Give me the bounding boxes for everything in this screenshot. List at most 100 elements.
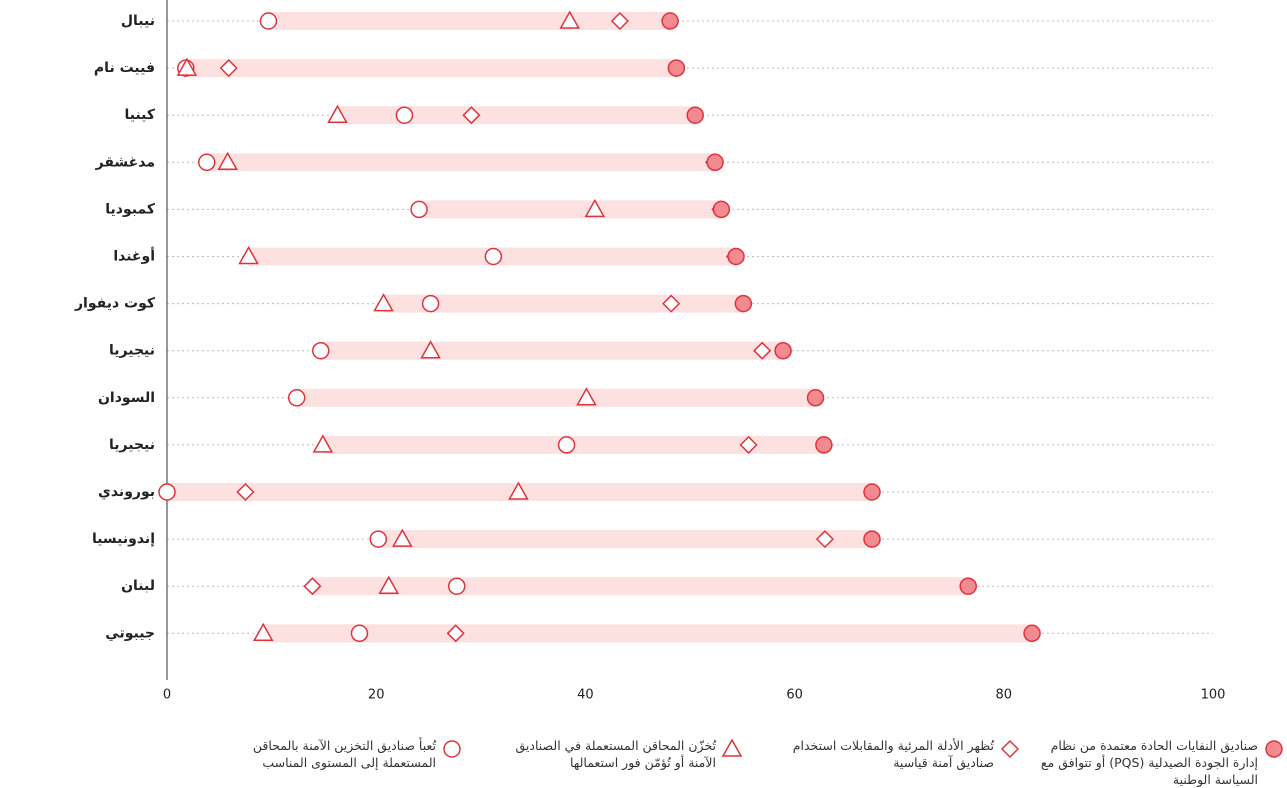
circle-marker (1023, 624, 1041, 643)
x-tick-label: 40 (577, 688, 594, 703)
circle-marker (197, 153, 216, 172)
category-label: أوغندا (113, 247, 155, 265)
diamond-marker (219, 59, 238, 78)
diamond-marker (462, 106, 481, 125)
triangle-marker (378, 575, 400, 594)
range-bar (206, 153, 716, 172)
range-bar (320, 341, 784, 360)
chart: 0 20 40 60 80 100 نيبال فييت نام كينيا مدغشقر كمبو… (74, 0, 1226, 703)
diamond-marker (236, 482, 255, 502)
legend-icon (1000, 739, 1020, 759)
circle-marker (706, 153, 724, 172)
triangle-marker (420, 340, 441, 359)
circle-marker (863, 530, 881, 548)
category-label: نيجيريا (109, 343, 155, 359)
diamond-marker (610, 11, 629, 31)
legend-label: تُظهر الأدلة المرئية والمقابلات استخدام … (792, 738, 994, 770)
x-tick-label: 20 (368, 688, 385, 703)
range-bar (337, 106, 696, 125)
circle-marker (350, 624, 369, 643)
legend-item: تُظهر الأدلة المرئية والمقابلات استخدام … (765, 737, 1020, 771)
legend-icon (443, 740, 461, 758)
legend-label: تُخزّن المحاقن المستعملة في الصناديق الآ… (515, 738, 717, 770)
triangle-marker (722, 739, 742, 757)
circle-marker (369, 530, 388, 548)
range-bar (378, 530, 873, 549)
triangle-marker (373, 293, 394, 312)
range-bar (312, 577, 969, 596)
circle-marker (959, 577, 977, 595)
circle-marker (734, 294, 753, 313)
diamond-marker (1000, 739, 1020, 759)
legend-item: صناديق النفايات الحادة معتمدة من نظام إد… (1029, 737, 1284, 788)
triangle-marker (312, 434, 334, 453)
category-label: كمبوديا (105, 201, 156, 217)
category-label: جيبوتي (105, 625, 155, 641)
circle-marker (484, 247, 503, 266)
category-label: لبنان (121, 578, 155, 594)
triangle-marker (576, 387, 597, 406)
circle-marker (447, 577, 466, 595)
category-label: مدغشقر (95, 154, 155, 170)
range-bar (419, 200, 722, 219)
legend-icon (1265, 740, 1283, 758)
circle-marker (863, 483, 881, 501)
category-label: إندونيسيا (92, 531, 155, 547)
diamond-marker (815, 530, 834, 549)
circle-marker (815, 436, 833, 454)
circle-marker (312, 341, 330, 360)
x-tick-label: 80 (996, 688, 1013, 703)
category-label: كينيا (124, 107, 155, 123)
circle-marker (774, 341, 792, 360)
legend-label: تُعبأ صناديق التخزين الآمنة بالمحاقن الم… (252, 738, 436, 770)
category-label: كوت ديفوار (74, 296, 156, 312)
diamond-marker (303, 577, 322, 596)
circle-marker (806, 389, 825, 407)
x-tick-label: 100 (1201, 688, 1226, 703)
circle-marker (443, 740, 461, 758)
triangle-marker (392, 528, 413, 547)
circle-marker (421, 294, 440, 313)
category-label: السودان (98, 390, 155, 406)
circle-marker (259, 12, 278, 30)
category-label: نيبال (121, 13, 155, 29)
circle-marker (712, 200, 731, 219)
legend-label: صناديق النفايات الحادة معتمدة من نظام إد… (1040, 738, 1258, 787)
diamond-marker (662, 294, 681, 313)
range-bar (263, 624, 1033, 643)
circle-marker (287, 389, 306, 407)
category-label: بوروندي (98, 484, 155, 501)
circle-marker (661, 12, 679, 30)
circle-marker (667, 59, 686, 77)
category-label: فييت نام (94, 60, 155, 76)
legend-item: تُخزّن المحاقن المستعملة في الصناديق الآ… (487, 737, 742, 771)
category-label: نيجيريا (109, 437, 155, 453)
triangle-marker (559, 10, 580, 29)
range-bar (185, 59, 677, 78)
circle-marker (686, 106, 704, 124)
triangle-marker (327, 104, 348, 123)
circle-marker (410, 200, 428, 219)
legend-icon (722, 739, 742, 757)
range-bar (268, 12, 671, 30)
triangle-marker (508, 481, 529, 500)
triangle-marker (176, 57, 198, 76)
diamond-marker (739, 435, 758, 454)
x-tick-label: 0 (163, 688, 171, 703)
legend-item: تُعبأ صناديق التخزين الآمنة بالمحاقن الم… (207, 737, 462, 771)
triangle-marker (252, 622, 274, 642)
triangle-marker (238, 245, 259, 265)
circle-marker (727, 247, 745, 266)
circle-marker (158, 483, 176, 501)
triangle-marker (217, 151, 238, 171)
circle-marker (395, 106, 414, 124)
x-tick-label: 60 (786, 688, 803, 703)
circle-marker (557, 436, 576, 454)
diamond-marker (446, 624, 465, 643)
triangle-marker (584, 198, 606, 218)
diamond-marker (753, 341, 772, 360)
range-bar (296, 388, 816, 407)
range-bar (383, 294, 744, 313)
circle-marker (1265, 740, 1283, 758)
